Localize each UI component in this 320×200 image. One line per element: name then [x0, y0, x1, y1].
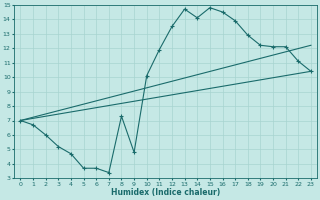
X-axis label: Humidex (Indice chaleur): Humidex (Indice chaleur) — [111, 188, 220, 197]
